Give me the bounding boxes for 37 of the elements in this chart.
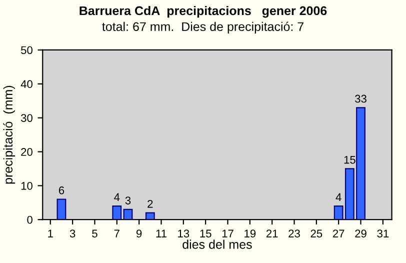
- chart-subtitle: total: 67 mm. Dies de precipitació: 7: [102, 22, 304, 34]
- x-tick-label: 27: [332, 230, 344, 238]
- x-tick-label: 19: [244, 230, 256, 238]
- data-label: 15: [344, 156, 356, 164]
- bar: [56, 198, 66, 220]
- x-tick-label: 9: [136, 230, 142, 238]
- x-tick-label: 5: [92, 230, 98, 238]
- x-tick-label: 15: [200, 230, 212, 238]
- x-axis-title: dies del mes: [182, 240, 252, 249]
- x-tick-label: 11: [156, 230, 166, 238]
- y-tick-label: 0: [27, 216, 32, 224]
- x-tick-label: 3: [70, 230, 76, 238]
- y-tick-label: 10: [21, 182, 32, 190]
- x-tick-label: 29: [355, 230, 366, 238]
- x-tick-label: 21: [266, 230, 278, 238]
- y-tick-label: 20: [21, 148, 32, 156]
- y-tick-label: 40: [20, 80, 32, 88]
- x-tick-label: 7: [114, 230, 120, 238]
- x-tick-label: 17: [222, 230, 234, 238]
- data-label: 3: [125, 196, 131, 204]
- bar: [123, 208, 133, 220]
- x-tick-label: 1: [48, 230, 53, 238]
- bar: [112, 205, 122, 220]
- data-label: 6: [58, 186, 64, 194]
- y-tick-label: 50: [20, 46, 32, 54]
- x-tick-label: 31: [377, 230, 389, 238]
- data-label: 2: [148, 200, 153, 208]
- y-tick-label: 30: [20, 114, 32, 122]
- data-label: 4: [114, 193, 120, 201]
- bar: [145, 212, 155, 220]
- data-label: 4: [336, 193, 342, 201]
- x-tick-label: 23: [288, 230, 300, 238]
- data-label: 33: [355, 94, 366, 103]
- chart-title: Barruera CdA precipitacions gener 2006: [80, 6, 327, 18]
- y-axis-title: precipitació (mm): [3, 86, 15, 184]
- x-tick-label: 25: [310, 230, 322, 238]
- x-tick-label: 13: [178, 230, 190, 238]
